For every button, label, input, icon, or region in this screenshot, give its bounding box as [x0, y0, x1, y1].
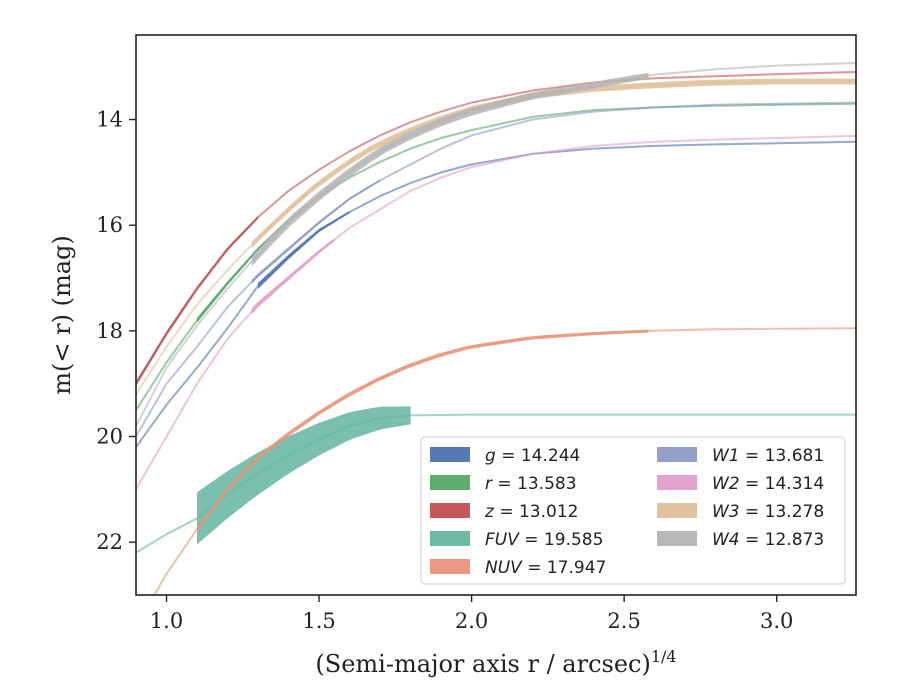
x-tick-label: 1.5 — [302, 609, 335, 633]
legend-entry-w1: W1 = 13.681 — [712, 446, 824, 466]
series-line-r — [136, 102, 856, 411]
legend-swatch-z — [430, 503, 470, 518]
legend-swatch-w1 — [657, 447, 697, 462]
plot-frame — [135, 34, 857, 596]
legend-swatch-g — [430, 447, 470, 462]
legend-entry-r: r = 13.583 — [485, 474, 577, 494]
legend-swatch-w3 — [657, 503, 697, 518]
series-line-w4 — [136, 62, 856, 427]
y-tick-label: 14 — [96, 108, 123, 132]
y-tick-label: 16 — [96, 213, 123, 237]
series-line-w2 — [136, 134, 856, 490]
legend-entry-w3: W3 = 13.278 — [712, 502, 824, 522]
series-line-z — [136, 71, 856, 385]
x-axis-title: (Semi-major axis r / arcsec)1/4 — [315, 647, 676, 678]
series-layer — [136, 62, 856, 595]
y-tick-label: 22 — [96, 530, 123, 554]
legend-entry-z: z = 13.012 — [484, 502, 578, 522]
y-axis-title: m(< r) (mag) — [48, 235, 76, 394]
series-line-g — [136, 140, 856, 448]
legend-swatch-r — [430, 475, 470, 490]
series-line-w1 — [136, 101, 856, 438]
x-tick-label: 3.0 — [760, 609, 793, 633]
legend-entry-w2: W2 = 14.314 — [712, 474, 824, 494]
y-tick-label: 18 — [96, 319, 123, 343]
legend-entry-w4: W4 = 12.873 — [712, 530, 824, 550]
x-tick-label: 2.5 — [607, 609, 640, 633]
legend-swatch-w4 — [657, 531, 697, 546]
tick-layer: 1.0 1.5 2.0 2.5 3.0 14 16 18 20 22 — [96, 108, 793, 633]
legend-entry-nuv: NUV = 17.947 — [485, 558, 606, 578]
legend-swatch-w2 — [657, 475, 697, 490]
x-tick-label: 2.0 — [455, 609, 488, 633]
series-band-fuv — [197, 406, 411, 545]
series-band-z — [136, 215, 258, 387]
x-tick-label: 1.0 — [150, 609, 183, 633]
x-axis-title-exponent: 1/4 — [651, 647, 677, 666]
legend-entry-fuv: FUV = 19.585 — [485, 530, 603, 550]
legend-box — [420, 436, 846, 585]
legend: g = 14.244 r = 13.583 z = 13.012 FUV = 19.5… — [420, 436, 846, 585]
legend-swatch-nuv — [430, 559, 470, 574]
legend-entry-g: g = 14.244 — [485, 446, 580, 466]
y-tick-label: 20 — [96, 425, 123, 449]
legend-swatch-fuv — [430, 531, 470, 546]
series-band-w2 — [251, 238, 335, 315]
